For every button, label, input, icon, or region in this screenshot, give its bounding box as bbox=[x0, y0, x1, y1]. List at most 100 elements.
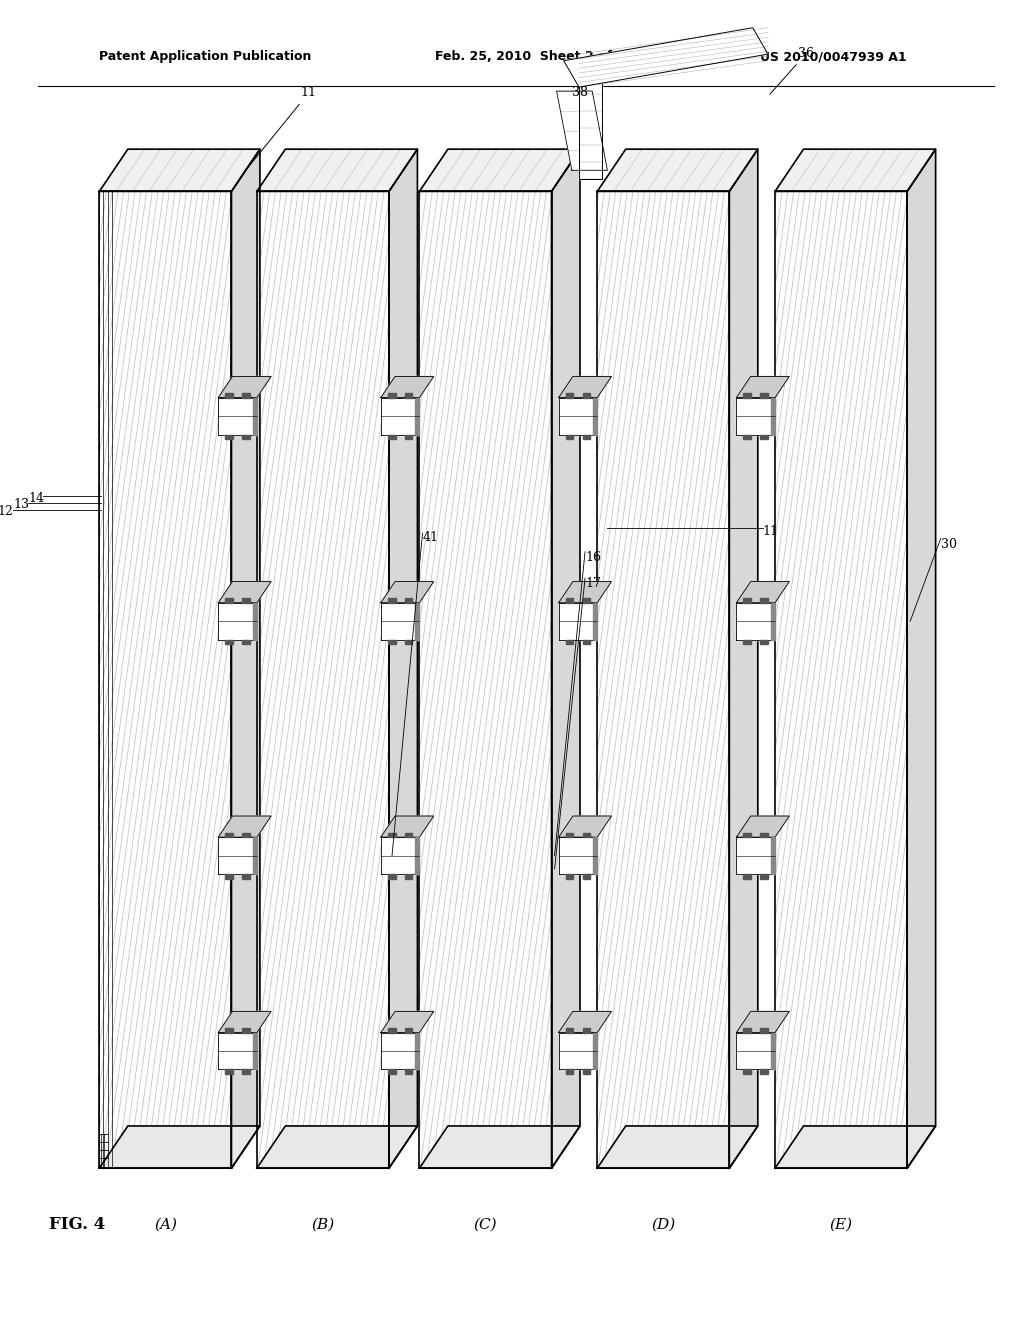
Text: 11: 11 bbox=[248, 86, 316, 168]
Polygon shape bbox=[761, 1028, 768, 1032]
Polygon shape bbox=[388, 393, 395, 397]
Polygon shape bbox=[593, 603, 597, 640]
Polygon shape bbox=[243, 598, 250, 603]
Polygon shape bbox=[775, 149, 936, 191]
Polygon shape bbox=[597, 191, 729, 1168]
Polygon shape bbox=[559, 1032, 597, 1069]
Polygon shape bbox=[583, 598, 590, 603]
Polygon shape bbox=[736, 837, 775, 874]
Polygon shape bbox=[257, 191, 389, 1168]
Polygon shape bbox=[743, 393, 752, 397]
Polygon shape bbox=[416, 837, 420, 874]
Polygon shape bbox=[388, 434, 395, 440]
Text: (B): (B) bbox=[311, 1218, 335, 1232]
Text: (D): (D) bbox=[651, 1218, 676, 1232]
Polygon shape bbox=[743, 640, 752, 644]
Text: 38: 38 bbox=[571, 86, 588, 99]
Polygon shape bbox=[99, 191, 231, 1168]
Polygon shape bbox=[736, 603, 775, 640]
Polygon shape bbox=[736, 1011, 790, 1032]
Polygon shape bbox=[559, 397, 597, 434]
Polygon shape bbox=[218, 603, 257, 640]
Polygon shape bbox=[593, 1032, 597, 1069]
Polygon shape bbox=[225, 833, 232, 837]
Polygon shape bbox=[231, 149, 260, 1168]
Polygon shape bbox=[388, 1028, 395, 1032]
Polygon shape bbox=[743, 434, 752, 440]
Polygon shape bbox=[404, 874, 413, 879]
Text: 17: 17 bbox=[585, 577, 601, 590]
Polygon shape bbox=[388, 598, 395, 603]
Polygon shape bbox=[565, 640, 573, 644]
Polygon shape bbox=[404, 1028, 413, 1032]
Polygon shape bbox=[743, 833, 752, 837]
Polygon shape bbox=[218, 582, 271, 603]
Polygon shape bbox=[583, 434, 590, 440]
Polygon shape bbox=[565, 874, 573, 879]
Polygon shape bbox=[771, 603, 775, 640]
Polygon shape bbox=[565, 598, 573, 603]
Text: 12: 12 bbox=[0, 504, 13, 517]
Polygon shape bbox=[420, 149, 580, 191]
Polygon shape bbox=[243, 1069, 250, 1074]
Polygon shape bbox=[559, 1011, 611, 1032]
Polygon shape bbox=[243, 434, 250, 440]
Polygon shape bbox=[253, 603, 257, 640]
Polygon shape bbox=[743, 1069, 752, 1074]
Polygon shape bbox=[743, 598, 752, 603]
Text: 13: 13 bbox=[13, 498, 29, 511]
Polygon shape bbox=[218, 397, 257, 434]
Polygon shape bbox=[743, 874, 752, 879]
Polygon shape bbox=[736, 1032, 775, 1069]
Text: Feb. 25, 2010  Sheet 2 of 7: Feb. 25, 2010 Sheet 2 of 7 bbox=[434, 50, 625, 63]
Polygon shape bbox=[771, 1032, 775, 1069]
Polygon shape bbox=[225, 874, 232, 879]
Polygon shape bbox=[416, 397, 420, 434]
Polygon shape bbox=[253, 837, 257, 874]
Polygon shape bbox=[565, 833, 573, 837]
Text: 14: 14 bbox=[29, 491, 44, 504]
Polygon shape bbox=[225, 598, 232, 603]
Polygon shape bbox=[99, 149, 260, 191]
Polygon shape bbox=[597, 149, 758, 191]
Polygon shape bbox=[736, 816, 790, 837]
Polygon shape bbox=[243, 874, 250, 879]
Polygon shape bbox=[761, 833, 768, 837]
Polygon shape bbox=[225, 1028, 232, 1032]
Text: (C): (C) bbox=[474, 1218, 498, 1232]
Polygon shape bbox=[388, 1069, 395, 1074]
Polygon shape bbox=[218, 816, 271, 837]
Polygon shape bbox=[416, 1032, 420, 1069]
Polygon shape bbox=[775, 1126, 936, 1168]
Polygon shape bbox=[404, 393, 413, 397]
Polygon shape bbox=[583, 874, 590, 879]
Polygon shape bbox=[583, 1069, 590, 1074]
Polygon shape bbox=[559, 582, 611, 603]
Polygon shape bbox=[761, 874, 768, 879]
Polygon shape bbox=[381, 837, 420, 874]
Text: 41: 41 bbox=[423, 531, 438, 544]
Polygon shape bbox=[243, 1028, 250, 1032]
Polygon shape bbox=[761, 598, 768, 603]
Polygon shape bbox=[381, 376, 434, 397]
Polygon shape bbox=[381, 397, 420, 434]
Polygon shape bbox=[559, 376, 611, 397]
Polygon shape bbox=[593, 837, 597, 874]
Polygon shape bbox=[420, 1126, 580, 1168]
Polygon shape bbox=[559, 837, 597, 874]
Polygon shape bbox=[761, 1069, 768, 1074]
Polygon shape bbox=[771, 397, 775, 434]
Polygon shape bbox=[404, 640, 413, 644]
Polygon shape bbox=[404, 1069, 413, 1074]
Polygon shape bbox=[775, 191, 907, 1168]
Polygon shape bbox=[257, 149, 418, 191]
Polygon shape bbox=[420, 191, 552, 1168]
Polygon shape bbox=[559, 603, 597, 640]
Polygon shape bbox=[381, 603, 420, 640]
Polygon shape bbox=[565, 393, 573, 397]
Polygon shape bbox=[381, 582, 434, 603]
Polygon shape bbox=[583, 640, 590, 644]
Text: Patent Application Publication: Patent Application Publication bbox=[99, 50, 311, 63]
Polygon shape bbox=[218, 1032, 257, 1069]
Polygon shape bbox=[597, 1126, 758, 1168]
